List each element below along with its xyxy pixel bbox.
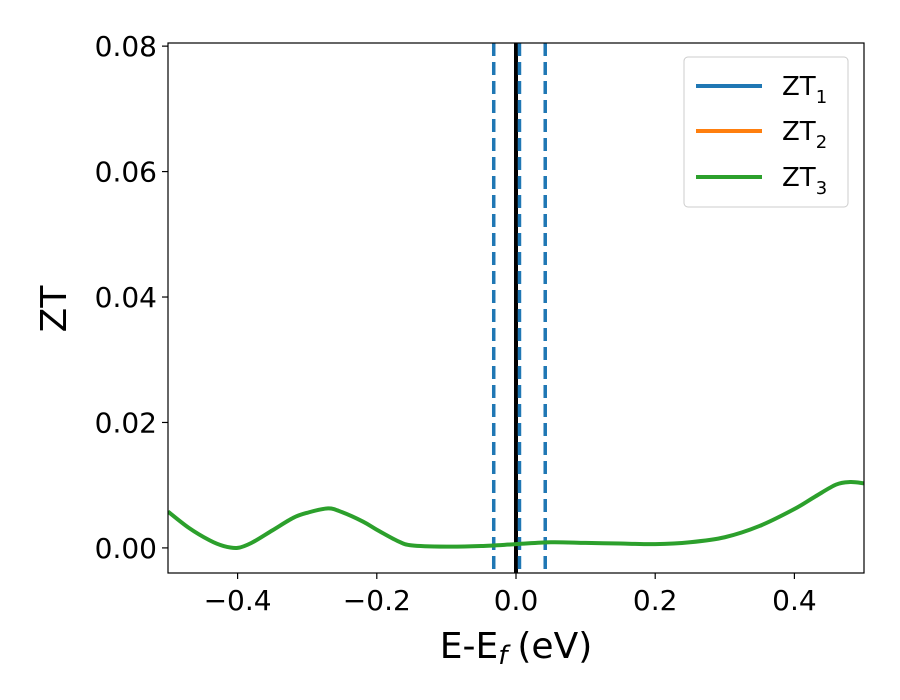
x-tick-label: −0.2: [343, 584, 411, 617]
legend-label-zt3: ZT3: [782, 163, 827, 199]
legend-frame: [683, 56, 849, 208]
x-tick-label: 0.4: [772, 584, 817, 617]
x-tick-label: 0.2: [633, 584, 678, 617]
series-line-zt3: [168, 480, 864, 551]
x-axis-label-unit: (eV): [517, 626, 592, 667]
y-axis-ticks: 0.00 0.02 0.04 0.06 0.08: [95, 30, 168, 565]
x-axis-label-main: E-E: [440, 626, 498, 667]
y-axis-label: ZT: [34, 285, 75, 333]
legend-label-zt2: ZT2: [782, 117, 827, 153]
x-tick-label: −0.4: [204, 584, 272, 617]
x-axis-label-sub: f: [498, 641, 511, 671]
x-tick-label: 0.0: [494, 584, 539, 617]
x-axis-label: E-Ef (eV): [440, 626, 593, 671]
y-tick-label: 0.08: [95, 30, 157, 63]
y-tick-label: 0.04: [95, 281, 157, 314]
plot-content: [168, 43, 864, 573]
legend-entry-zt1: ZT1: [696, 72, 827, 108]
legend-label-zt1: ZT1: [782, 72, 827, 108]
legend: ZT1 ZT2 ZT3: [683, 56, 849, 208]
y-tick-label: 0.02: [95, 406, 157, 439]
legend-entry-zt3: ZT3: [696, 163, 827, 199]
y-tick-label: 0.00: [95, 532, 157, 565]
y-tick-label: 0.06: [95, 156, 157, 189]
x-axis-ticks: −0.4 −0.2 0.0 0.2 0.4: [204, 573, 817, 617]
legend-entry-zt2: ZT2: [696, 117, 827, 153]
